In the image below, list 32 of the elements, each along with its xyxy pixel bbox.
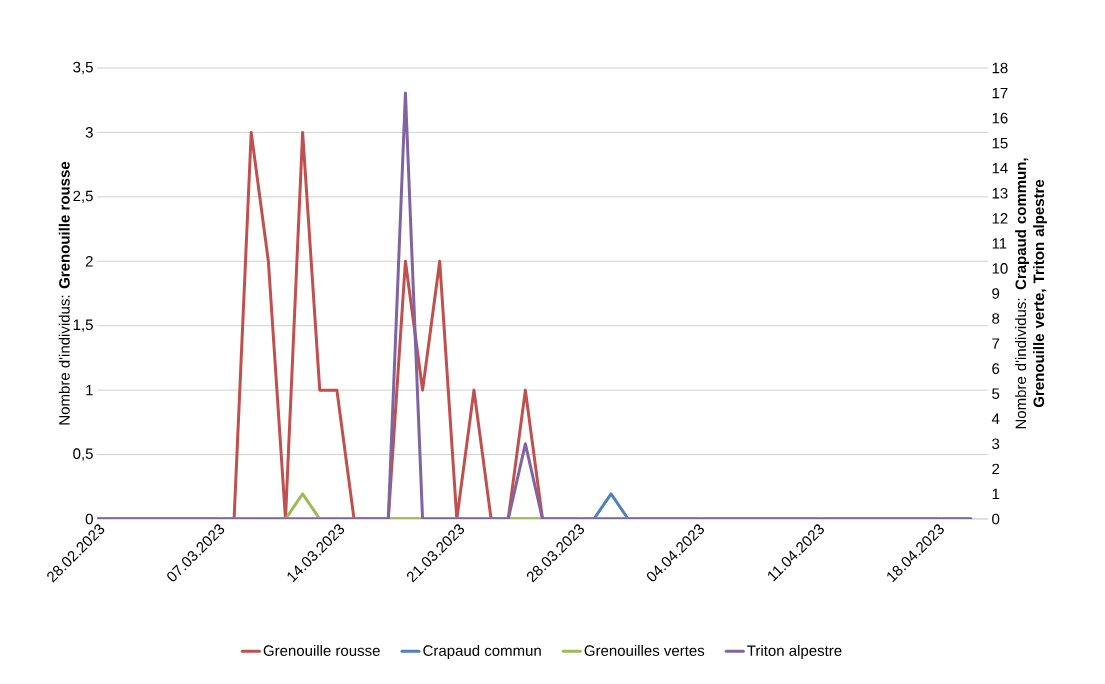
y2-tick-label: 9 — [992, 288, 1000, 299]
y-tick-label: 0 — [85, 513, 93, 525]
y2-tick-label: 2 — [992, 463, 1000, 475]
y2-tick-label: 4 — [991, 413, 1000, 424]
y2-tick-label: 12 — [992, 213, 1008, 224]
y2-tick-label: 8 — [992, 313, 1000, 324]
legend-label: Grenouilles vertes — [584, 644, 705, 656]
y-axis-title: Nombre d'individus: Grenouille rousse — [58, 161, 70, 425]
legend-label: Crapaud commun — [423, 644, 541, 659]
y2-tick-label: 0 — [992, 513, 1000, 525]
y2-tick-label: 18 — [992, 62, 1008, 74]
y2-tick-label: 7 — [992, 338, 1000, 349]
y2-tick-label: 14 — [992, 163, 1008, 174]
y-tick-label: 3 — [85, 127, 93, 138]
y2-tick-label: 15 — [992, 137, 1008, 149]
y-tick-label: 2,5 — [73, 190, 93, 204]
y2-tick-label: 13 — [992, 187, 1008, 199]
y-tick-label: 1 — [86, 384, 93, 396]
y2-tick-label: 10 — [992, 263, 1008, 274]
y-tick-label: 3,5 — [73, 61, 93, 75]
y-tick-label: 0,5 — [73, 448, 93, 461]
y2-tick-label: 3 — [992, 438, 1000, 450]
y2-tick-label: 5 — [992, 388, 1000, 399]
y-tick-label: 1,5 — [73, 319, 93, 332]
y2-tick-label: 11 — [992, 238, 1007, 249]
y2-tick-label: 17 — [992, 87, 1008, 99]
legend-label: Triton alpestre — [747, 644, 842, 659]
y2-tick-label: 16 — [992, 112, 1008, 124]
y2-tick-label: 1 — [992, 488, 1000, 500]
y2-tick-label: 6 — [992, 363, 1000, 374]
legend-label: Grenouille rousse — [263, 644, 380, 656]
y-tick-label: 2 — [85, 256, 93, 267]
